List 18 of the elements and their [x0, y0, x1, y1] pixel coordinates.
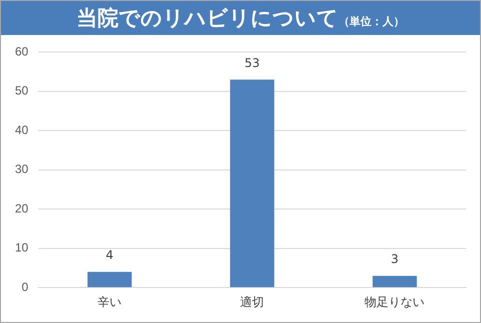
bar [88, 272, 132, 288]
bar [230, 80, 274, 288]
y-tick-label: 60 [14, 44, 29, 59]
y-tick-label: 30 [14, 162, 29, 176]
y-tick-label: 0 [22, 280, 29, 294]
bar [372, 276, 417, 288]
chart-subtitle: （単位：人） [338, 15, 404, 28]
x-tick-label: 適切 [240, 295, 264, 310]
y-tick-label: 50 [14, 84, 29, 98]
y-tick-label: 40 [14, 122, 29, 137]
data-label: 53 [244, 56, 260, 70]
data-label: 3 [390, 252, 399, 266]
x-tick-label: 辛い [98, 295, 122, 310]
data-label: 4 [106, 248, 114, 262]
x-tick-label: 物足りない [364, 295, 425, 310]
y-tick-label: 10 [14, 240, 29, 255]
chart-title: 当院でのリハビリについて [76, 6, 338, 30]
y-tick-label: 20 [14, 201, 29, 216]
